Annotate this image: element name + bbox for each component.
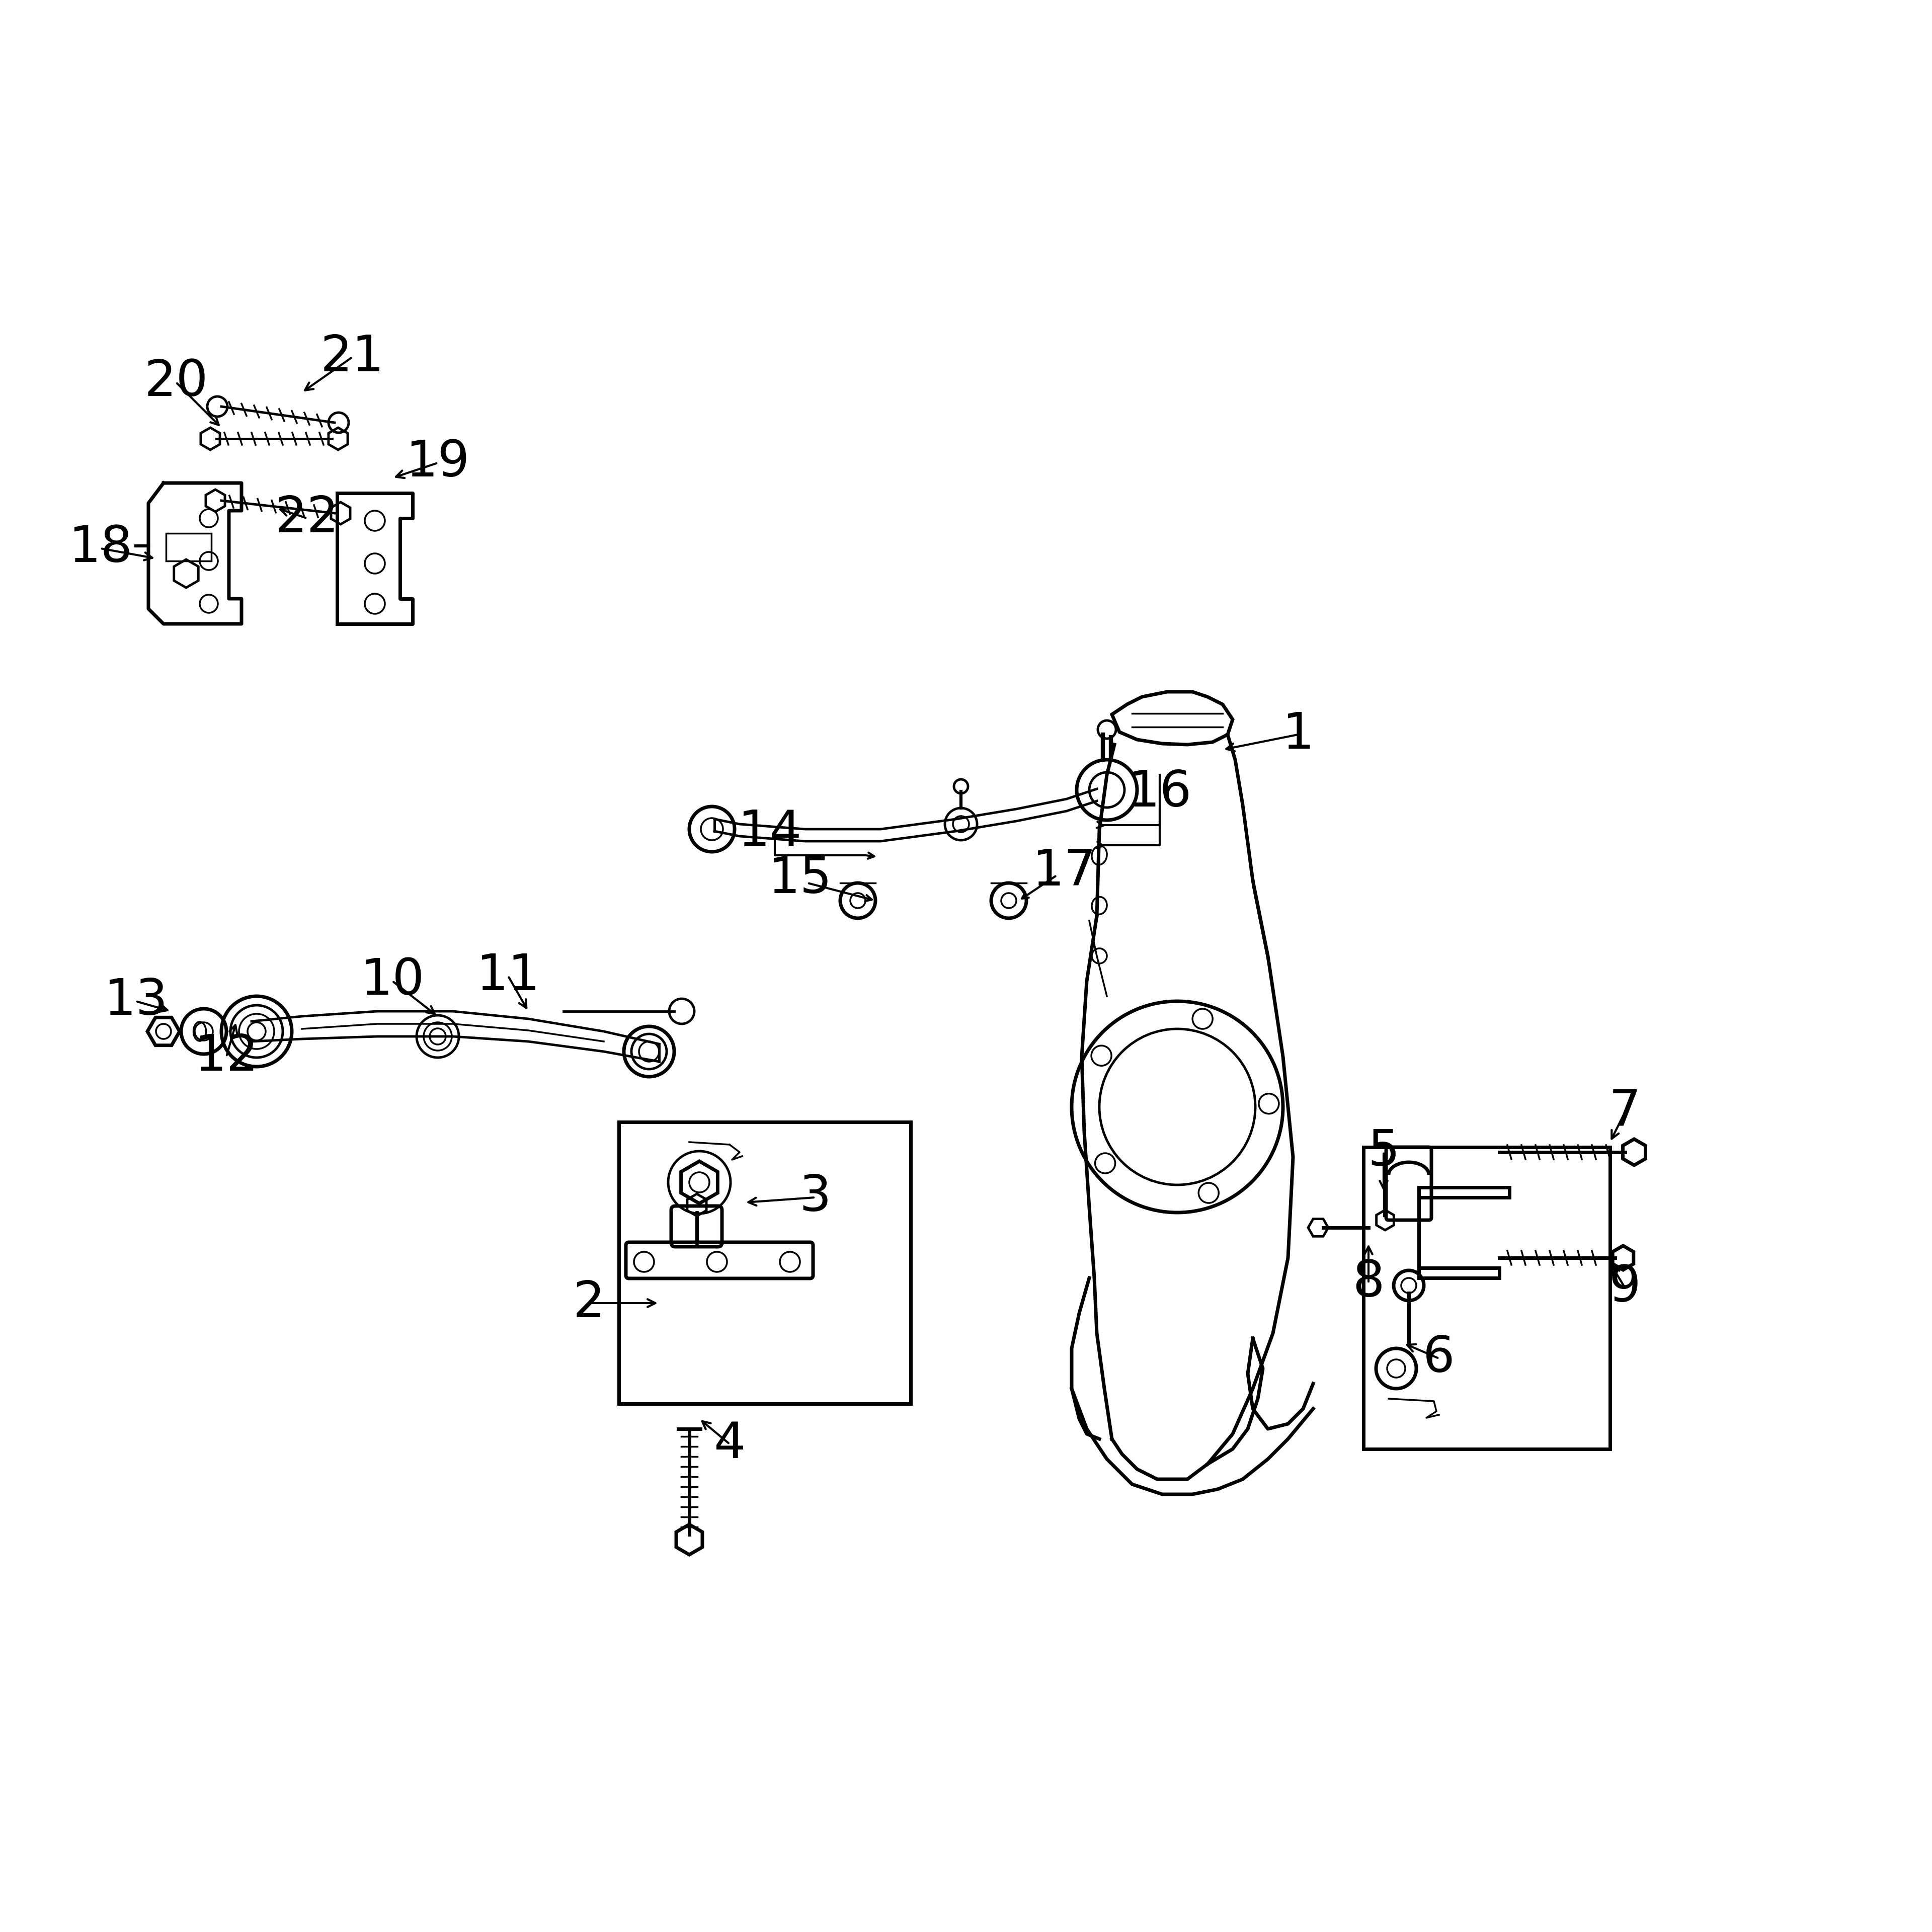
Text: 5: 5	[1368, 1128, 1399, 1177]
Text: 7: 7	[1609, 1088, 1640, 1136]
Text: 11: 11	[475, 952, 541, 1001]
Text: 1: 1	[1283, 711, 1314, 759]
Text: 9: 9	[1609, 1264, 1640, 1312]
Text: 13: 13	[104, 978, 168, 1026]
Text: 16: 16	[1128, 769, 1192, 817]
Text: 15: 15	[767, 856, 833, 904]
Bar	[166, 533, 211, 560]
Text: 22: 22	[274, 495, 338, 543]
Text: 6: 6	[1424, 1333, 1455, 1383]
Text: 12: 12	[195, 1032, 259, 1082]
Text: 10: 10	[361, 956, 425, 1005]
Bar	[1364, 1148, 1609, 1449]
Text: 21: 21	[321, 332, 384, 383]
Text: 14: 14	[738, 808, 802, 858]
Text: 18: 18	[70, 524, 133, 572]
Text: 4: 4	[713, 1420, 746, 1468]
Text: 2: 2	[572, 1279, 605, 1327]
Text: 8: 8	[1352, 1258, 1385, 1308]
Text: 17: 17	[1032, 848, 1095, 896]
Text: 19: 19	[406, 439, 469, 487]
Text: 3: 3	[800, 1173, 831, 1221]
Text: 20: 20	[145, 357, 209, 408]
Bar	[618, 1122, 910, 1405]
